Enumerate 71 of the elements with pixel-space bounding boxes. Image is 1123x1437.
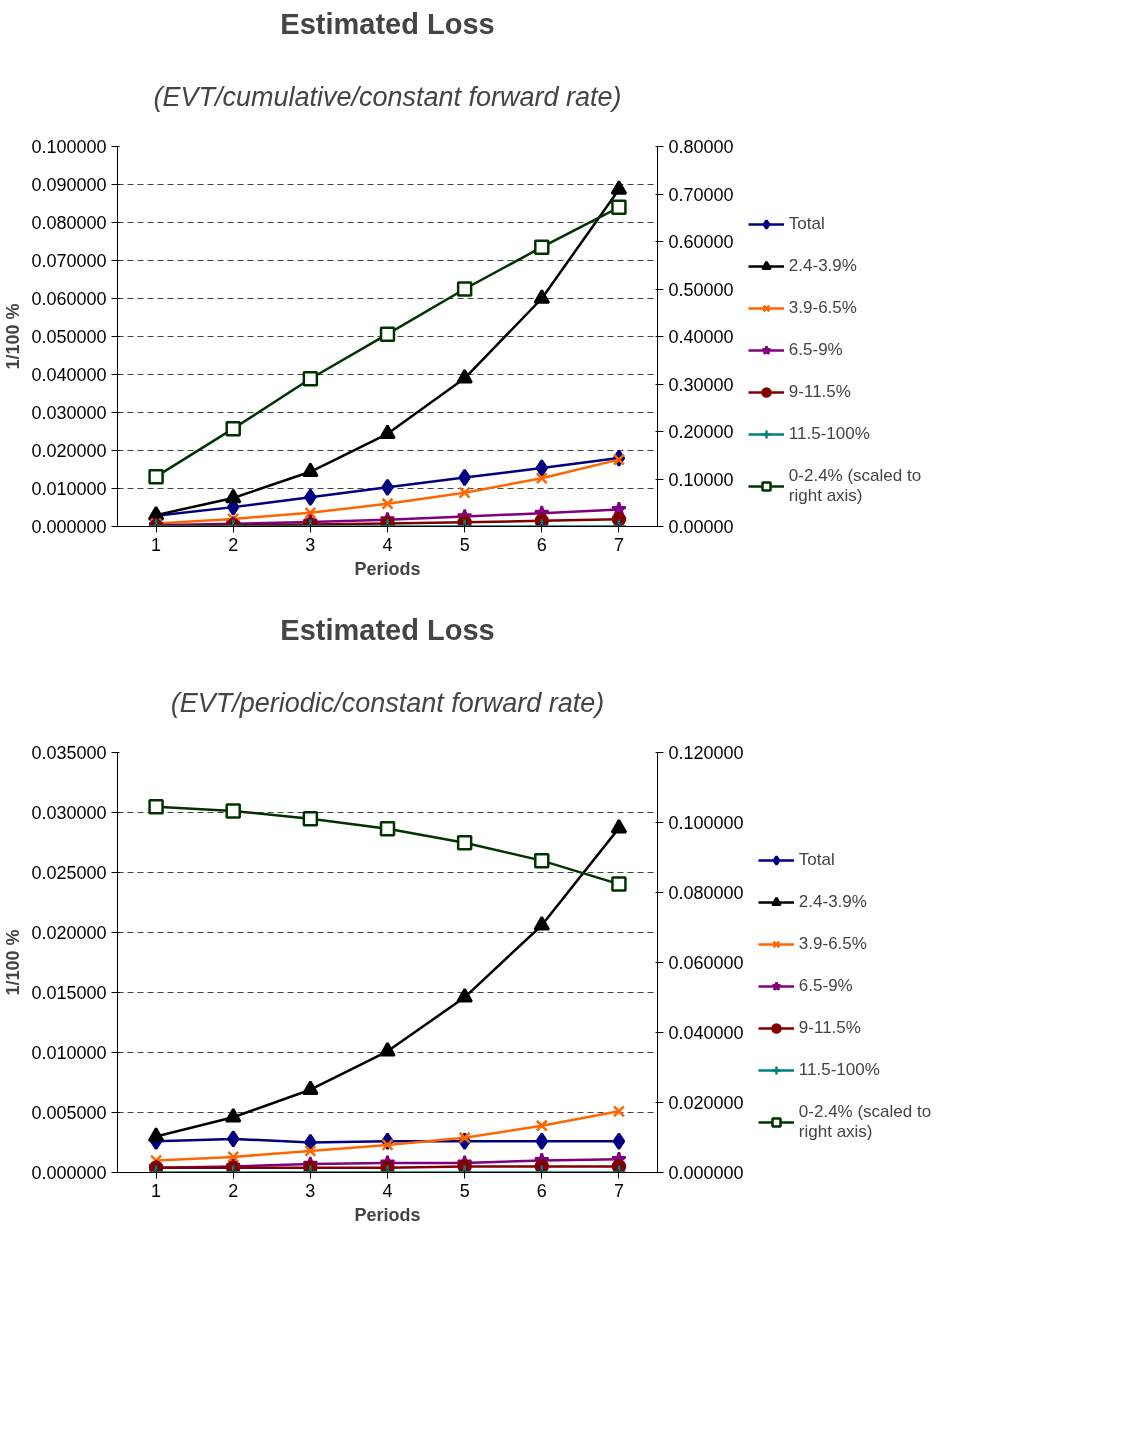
y-tick-label: 0.070000 <box>31 251 107 271</box>
y2-tick-label: 0.60000 <box>668 232 734 252</box>
legend-label: 0-2.4% (scaled to right axis) <box>788 466 922 506</box>
legend-label: 9-11.5% <box>788 382 851 402</box>
legend-label: 3.9-6.5% <box>788 298 857 318</box>
x-tick-label: 1 <box>151 534 162 555</box>
chart-title: Estimated Loss <box>280 613 495 646</box>
legend-label: 6.5-9% <box>788 340 844 360</box>
legend-label: 9-11.5% <box>798 1018 861 1038</box>
y-tick-label: 0.020000 <box>31 923 107 943</box>
y-axis-title: 1/100 % <box>3 929 24 996</box>
chart-subtitle: (EVT/periodic/constant forward rate) <box>170 687 605 718</box>
chart-title: Estimated Loss <box>280 7 495 40</box>
x-tick-label: 3 <box>305 1180 316 1201</box>
y-tick-label: 0.050000 <box>31 327 107 347</box>
x-tick-label: 4 <box>382 1180 393 1201</box>
y2-tick-label: 0.40000 <box>668 327 734 347</box>
x-tick-label: 3 <box>305 534 316 555</box>
y-tick-label: 0.100000 <box>31 137 107 157</box>
y-tick-label: 0.025000 <box>31 863 107 883</box>
y-tick-label: 0.090000 <box>31 175 107 195</box>
y2-tick-label: 0.080000 <box>668 883 744 903</box>
x-tick-label: 5 <box>459 1180 470 1201</box>
y2-tick-label: 0.00000 <box>668 517 734 537</box>
y-tick-label: 0.000000 <box>31 1163 107 1183</box>
y-tick-label: 0.010000 <box>31 479 107 499</box>
y-tick-label: 0.035000 <box>31 743 107 763</box>
x-tick-label: 1 <box>151 1180 162 1201</box>
y2-tick-label: 0.20000 <box>668 422 734 442</box>
x-tick-label: 2 <box>228 534 239 555</box>
legend-label: 3.9-6.5% <box>798 934 867 954</box>
y2-tick-label: 0.100000 <box>668 813 744 833</box>
y-tick-label: 0.030000 <box>31 803 107 823</box>
x-tick-label: 7 <box>613 534 624 555</box>
y2-tick-label: 0.120000 <box>668 743 744 763</box>
y2-tick-label: 0.10000 <box>668 469 734 490</box>
y-tick-label: 0.040000 <box>31 365 107 385</box>
legend-label: 0-2.4% (scaled to right axis) <box>798 1102 932 1142</box>
y2-tick-label: 0.000000 <box>668 1163 744 1183</box>
y-tick-label: 0.080000 <box>31 213 107 233</box>
x-tick-label: 7 <box>613 1180 624 1201</box>
legend-label: 2.4-3.9% <box>798 892 867 912</box>
x-tick-label: 6 <box>536 1180 547 1201</box>
legend-label: 2.4-3.9% <box>788 256 857 276</box>
x-tick-label: 4 <box>382 534 393 555</box>
legend-label: Total <box>788 214 826 234</box>
y2-tick-label: 0.040000 <box>668 1023 744 1043</box>
legend-label: Total <box>798 850 836 870</box>
y-tick-label: 0.010000 <box>31 1043 107 1063</box>
chart-subtitle: (EVT/cumulative/constant forward rate) <box>153 81 622 112</box>
legend-label: 6.5-9% <box>798 976 854 996</box>
y-tick-label: 0.000000 <box>31 517 107 537</box>
y2-tick-label: 0.30000 <box>668 374 734 395</box>
x-axis-title: Periods <box>354 558 421 579</box>
y2-tick-label: 0.020000 <box>668 1093 744 1113</box>
y-axis-title: 1/100 % <box>3 303 24 370</box>
y-tick-label: 0.060000 <box>31 289 107 309</box>
x-axis-title: Periods <box>354 1204 421 1225</box>
legend-label: 11.5-100% <box>798 1060 880 1080</box>
legend-label: 11.5-100% <box>788 424 870 444</box>
y-tick-label: 0.005000 <box>31 1103 107 1123</box>
y-tick-label: 0.030000 <box>31 403 107 423</box>
x-tick-label: 2 <box>228 1180 239 1201</box>
y-tick-label: 0.015000 <box>31 983 107 1003</box>
y2-tick-label: 0.80000 <box>668 137 734 157</box>
y2-tick-label: 0.060000 <box>668 953 744 973</box>
y2-tick-label: 0.70000 <box>668 184 734 205</box>
x-tick-label: 5 <box>459 534 470 555</box>
x-tick-label: 6 <box>536 534 547 555</box>
y-tick-label: 0.020000 <box>31 441 107 461</box>
y2-tick-label: 0.50000 <box>668 279 734 300</box>
